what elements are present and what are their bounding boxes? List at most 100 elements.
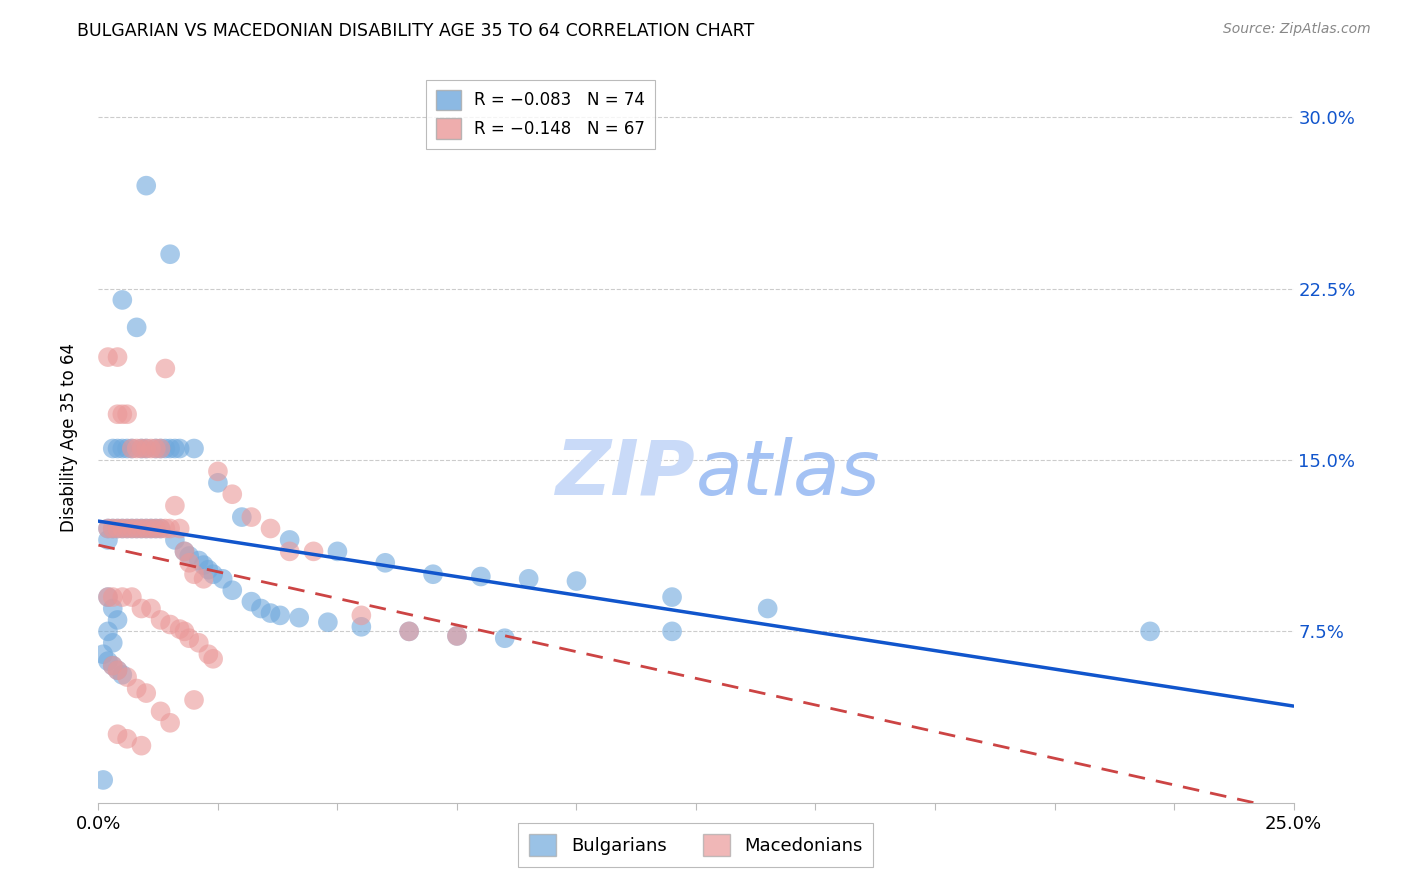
- Point: [101, 442, 124, 456]
- Point: [115, 521, 138, 535]
- Point: [107, 407, 129, 421]
- Point: [107, 350, 129, 364]
- Point: [207, 475, 229, 490]
- Point: [121, 521, 143, 535]
- Point: [173, 544, 195, 558]
- Point: [131, 521, 153, 535]
- Point: [517, 572, 540, 586]
- Point: [446, 629, 468, 643]
- Point: [97, 533, 120, 547]
- Point: [278, 533, 301, 547]
- Point: [97, 654, 120, 668]
- Point: [661, 590, 683, 604]
- Point: [139, 442, 162, 456]
- Point: [661, 624, 683, 639]
- Point: [145, 442, 167, 456]
- Point: [107, 663, 129, 677]
- Point: [169, 521, 191, 535]
- Point: [183, 693, 205, 707]
- Point: [240, 594, 263, 608]
- Point: [187, 636, 209, 650]
- Text: Source: ZipAtlas.com: Source: ZipAtlas.com: [1223, 22, 1371, 37]
- Point: [446, 629, 468, 643]
- Point: [131, 442, 153, 456]
- Point: [111, 521, 134, 535]
- Point: [107, 521, 129, 535]
- Text: ZIP: ZIP: [557, 437, 696, 510]
- Point: [756, 601, 779, 615]
- Point: [159, 442, 181, 456]
- Point: [149, 521, 172, 535]
- Point: [202, 567, 225, 582]
- Point: [131, 521, 153, 535]
- Point: [169, 442, 191, 456]
- Point: [149, 521, 172, 535]
- Point: [350, 620, 373, 634]
- Point: [125, 681, 148, 696]
- Point: [97, 521, 120, 535]
- Point: [107, 521, 129, 535]
- Point: [159, 617, 181, 632]
- Point: [231, 510, 253, 524]
- Point: [179, 549, 201, 563]
- Point: [202, 652, 225, 666]
- Point: [179, 632, 201, 646]
- Point: [470, 569, 492, 583]
- Point: [179, 556, 201, 570]
- Point: [145, 521, 167, 535]
- Point: [131, 739, 153, 753]
- Point: [101, 636, 124, 650]
- Point: [125, 442, 148, 456]
- Point: [97, 350, 120, 364]
- Legend: Bulgarians, Macedonians: Bulgarians, Macedonians: [519, 823, 873, 867]
- Text: BULGARIAN VS MACEDONIAN DISABILITY AGE 35 TO 64 CORRELATION CHART: BULGARIAN VS MACEDONIAN DISABILITY AGE 3…: [77, 22, 755, 40]
- Point: [278, 544, 301, 558]
- Point: [97, 624, 120, 639]
- Point: [115, 442, 138, 456]
- Point: [101, 658, 124, 673]
- Point: [135, 442, 157, 456]
- Point: [91, 772, 114, 787]
- Point: [145, 442, 167, 456]
- Point: [169, 622, 191, 636]
- Point: [288, 610, 311, 624]
- Point: [350, 608, 373, 623]
- Point: [159, 247, 181, 261]
- Point: [97, 521, 120, 535]
- Point: [494, 632, 516, 646]
- Point: [221, 487, 243, 501]
- Point: [135, 521, 157, 535]
- Point: [250, 601, 273, 615]
- Point: [197, 647, 219, 661]
- Point: [259, 521, 281, 535]
- Point: [131, 601, 153, 615]
- Point: [107, 613, 129, 627]
- Point: [139, 601, 162, 615]
- Point: [101, 601, 124, 615]
- Point: [159, 715, 181, 730]
- Text: atlas: atlas: [696, 437, 880, 510]
- Point: [398, 624, 420, 639]
- Point: [111, 407, 134, 421]
- Point: [155, 361, 177, 376]
- Point: [135, 442, 157, 456]
- Point: [155, 442, 177, 456]
- Point: [173, 624, 195, 639]
- Point: [193, 572, 215, 586]
- Point: [159, 521, 181, 535]
- Point: [197, 563, 219, 577]
- Point: [149, 613, 172, 627]
- Point: [163, 499, 186, 513]
- Point: [115, 521, 138, 535]
- Point: [135, 178, 157, 193]
- Point: [111, 442, 134, 456]
- Point: [326, 544, 349, 558]
- Point: [259, 606, 281, 620]
- Point: [145, 521, 167, 535]
- Point: [302, 544, 325, 558]
- Point: [121, 442, 143, 456]
- Point: [107, 727, 129, 741]
- Point: [374, 556, 396, 570]
- Point: [149, 705, 172, 719]
- Point: [135, 686, 157, 700]
